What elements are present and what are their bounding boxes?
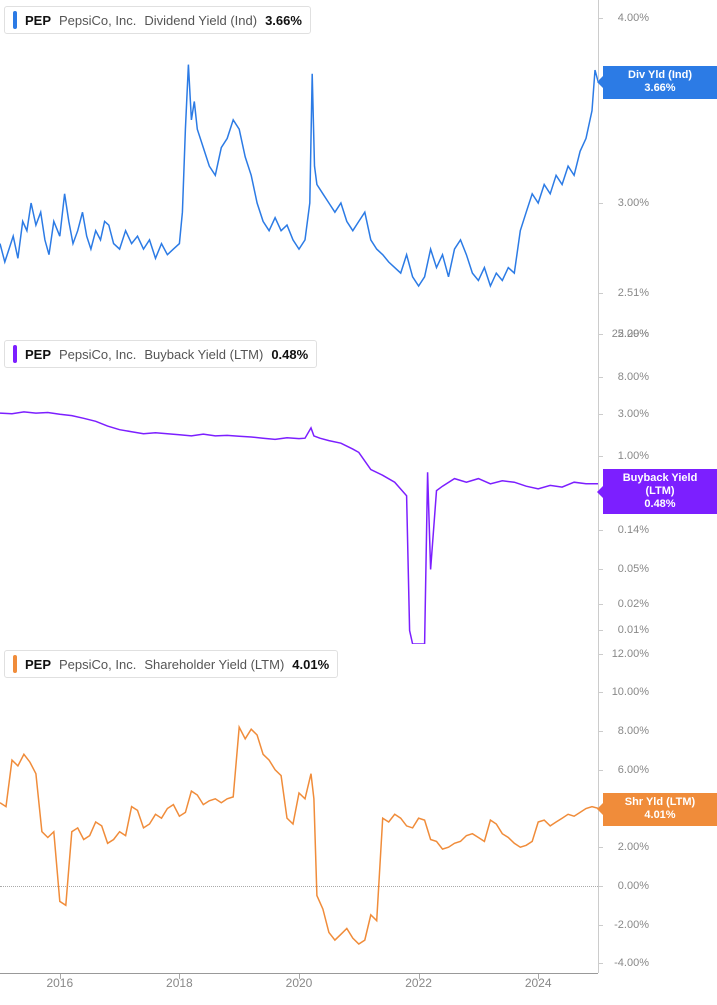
y-tick-mark xyxy=(599,886,603,887)
y-tick-mark xyxy=(599,925,603,926)
badge-value: 4.01% xyxy=(607,809,713,822)
series-line xyxy=(0,412,598,644)
y-tick-label: 3.00% xyxy=(618,197,649,209)
y-tick-mark xyxy=(599,377,603,378)
line-chart-svg[interactable] xyxy=(0,334,598,644)
y-tick-mark xyxy=(599,770,603,771)
y-tick-mark xyxy=(599,530,603,531)
y-tick-label: 8.00% xyxy=(618,371,649,383)
y-tick-mark xyxy=(599,847,603,848)
badge-label: Div Yld (Ind) xyxy=(607,69,713,82)
legend-box[interactable]: PEP PepsiCo, Inc. Buyback Yield (LTM) 0.48% xyxy=(4,340,317,368)
chart-panel-shr-yield: PEP PepsiCo, Inc. Shareholder Yield (LTM) 4… xyxy=(0,644,717,973)
y-tick-label: 0.14% xyxy=(618,524,649,536)
legend-ticker: PEP xyxy=(25,347,51,362)
legend-value: 0.48% xyxy=(271,347,308,362)
y-tick-mark xyxy=(599,456,603,457)
y-tick-label: 0.02% xyxy=(618,598,649,610)
legend-company: PepsiCo, Inc. xyxy=(59,13,136,28)
line-chart-svg[interactable] xyxy=(0,644,598,973)
series-line xyxy=(0,65,598,286)
x-tick-label: 2018 xyxy=(166,976,193,990)
y-tick-mark xyxy=(599,569,603,570)
y-tick-label: 8.00% xyxy=(618,725,649,737)
legend-metric: Shareholder Yield (LTM) xyxy=(144,657,284,672)
current-value-badge: Div Yld (Ind)3.66% xyxy=(603,66,717,98)
y-tick-mark xyxy=(599,654,603,655)
legend-color-bar xyxy=(13,655,17,673)
current-value-badge: Buyback Yield (LTM)0.48% xyxy=(603,469,717,515)
legend-metric: Dividend Yield (Ind) xyxy=(144,13,257,28)
y-tick-mark xyxy=(599,963,603,964)
y-tick-label: 12.00% xyxy=(612,648,649,660)
y-tick-mark xyxy=(599,334,603,335)
y-tick-label: 10.00% xyxy=(612,686,649,698)
x-tick-label: 2016 xyxy=(46,976,73,990)
legend-value: 4.01% xyxy=(292,657,329,672)
legend-company: PepsiCo, Inc. xyxy=(59,657,136,672)
badge-value: 0.48% xyxy=(607,498,713,511)
y-tick-label: 0.01% xyxy=(618,624,649,636)
y-tick-mark xyxy=(599,731,603,732)
chart-panel-div-yield: PEP PepsiCo, Inc. Dividend Yield (Ind) 3.66… xyxy=(0,0,717,334)
y-tick-label: 3.00% xyxy=(618,408,649,420)
legend-company: PepsiCo, Inc. xyxy=(59,347,136,362)
y-tick-label: 4.00% xyxy=(618,12,649,24)
legend-box[interactable]: PEP PepsiCo, Inc. Dividend Yield (Ind) 3.66… xyxy=(4,6,311,34)
y-tick-label: 2.51% xyxy=(618,287,649,299)
y-tick-mark xyxy=(599,414,603,415)
legend-value: 3.66% xyxy=(265,13,302,28)
legend-ticker: PEP xyxy=(25,13,51,28)
series-line xyxy=(0,727,598,944)
badge-value: 3.66% xyxy=(607,82,713,95)
y-tick-mark xyxy=(599,630,603,631)
y-tick-label: 25.00% xyxy=(612,328,649,340)
chart-panel-buyback-yield: PEPPepsiCo, Inc.Buyback Yield (LTM)0.48%… xyxy=(0,334,717,644)
legend-box[interactable]: PEP PepsiCo, Inc. Shareholder Yield (LTM) 4… xyxy=(4,650,338,678)
x-tick-label: 2020 xyxy=(286,976,313,990)
y-tick-mark xyxy=(599,692,603,693)
badge-label: Shr Yld (LTM) xyxy=(607,796,713,809)
y-tick-label: 2.00% xyxy=(618,841,649,853)
badge-label: Buyback Yield (LTM) xyxy=(607,472,713,498)
x-axis: 2016 2018 2020 2022 2024 xyxy=(0,973,598,1005)
y-tick-label: 0.05% xyxy=(618,563,649,575)
y-tick-label: 1.00% xyxy=(618,450,649,462)
y-tick-mark xyxy=(599,18,603,19)
y-tick-mark xyxy=(599,604,603,605)
y-tick-mark xyxy=(599,203,603,204)
y-axis-line xyxy=(598,0,599,334)
current-value-badge: Shr Yld (LTM)4.01% xyxy=(603,793,717,825)
x-tick-label: 2024 xyxy=(525,976,552,990)
y-tick-label: -2.00% xyxy=(614,919,649,931)
y-tick-mark xyxy=(599,293,603,294)
legend-metric: Buyback Yield (LTM) xyxy=(144,347,263,362)
y-tick-label: 6.00% xyxy=(618,764,649,776)
y-tick-label: -4.00% xyxy=(614,957,649,969)
legend-color-bar xyxy=(13,11,17,29)
line-chart-svg[interactable] xyxy=(0,0,598,334)
x-tick-label: 2022 xyxy=(405,976,432,990)
y-tick-label: 0.00% xyxy=(618,880,649,892)
legend-color-bar xyxy=(13,345,17,363)
legend-ticker: PEP xyxy=(25,657,51,672)
